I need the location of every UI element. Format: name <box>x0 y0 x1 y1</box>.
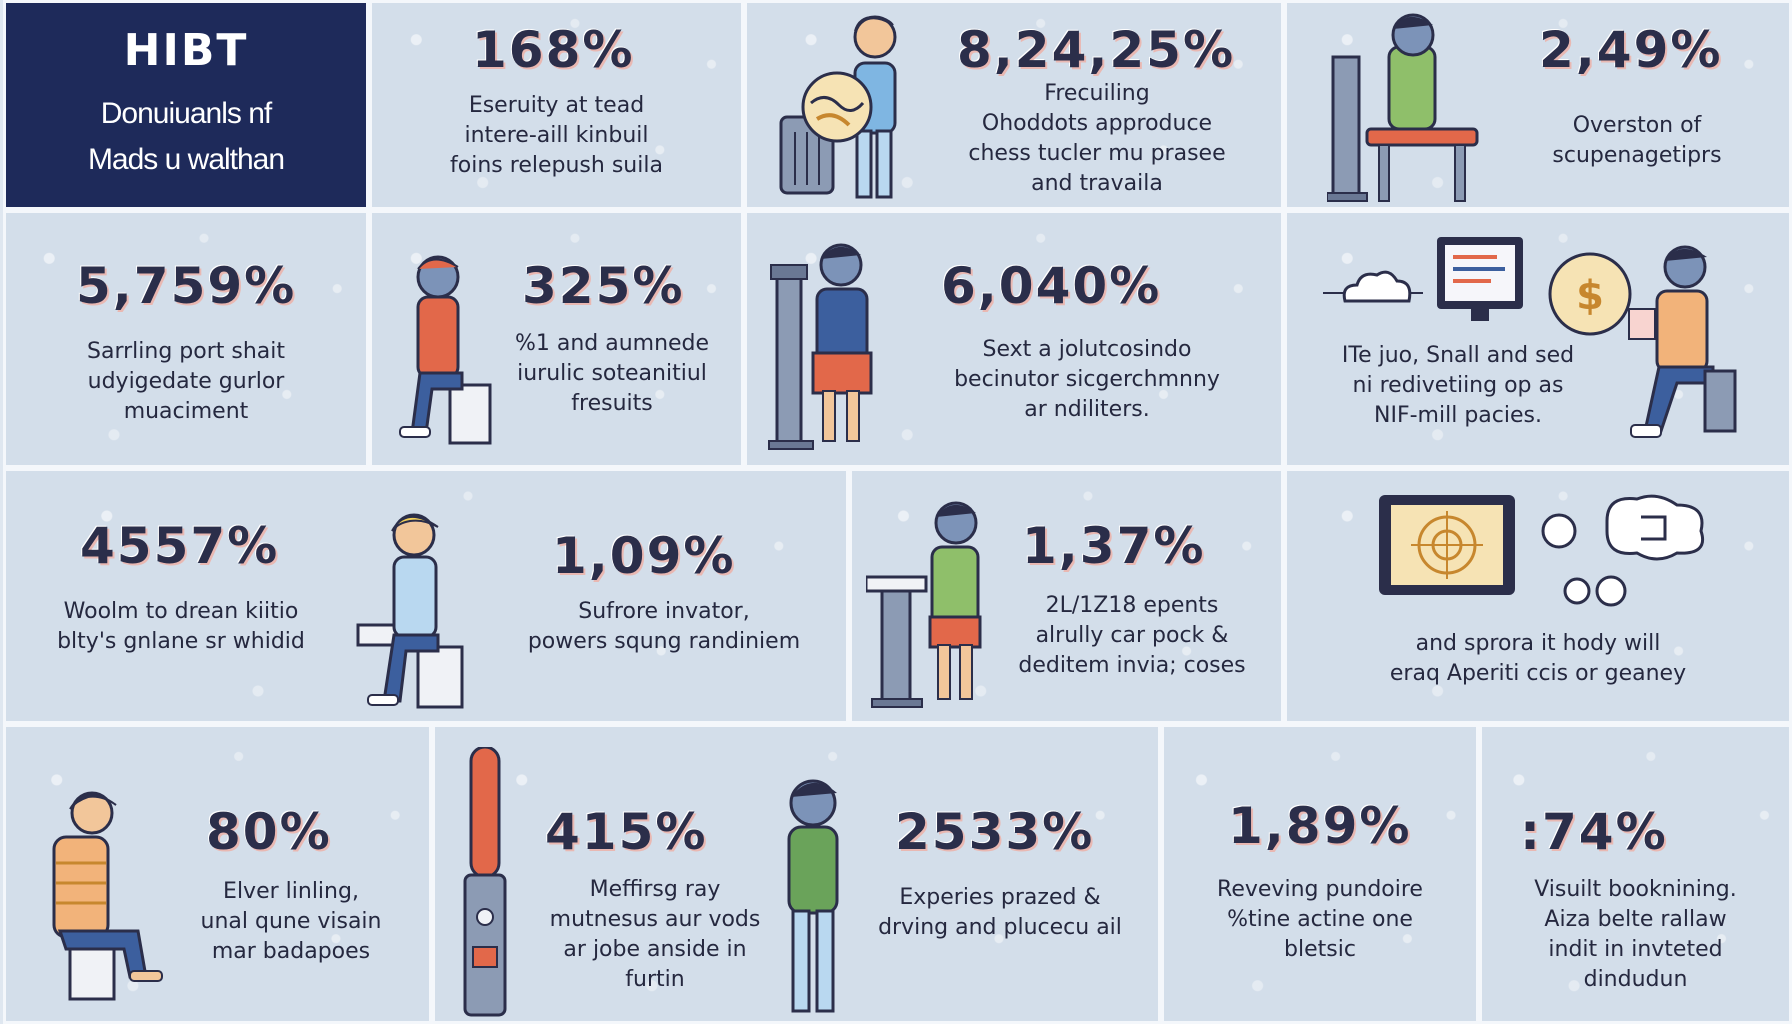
person-at-lectern-icon <box>768 243 873 450</box>
stat-description: Reveving pundoire %tine actine one bletsic <box>1217 877 1423 962</box>
seated-person-icon <box>399 255 492 445</box>
stat-value: 325% <box>522 257 685 315</box>
stat-description: Meffirsg ray mutnesus aur vods ar jobe ans… <box>549 877 761 992</box>
signal-tower-icon <box>463 747 507 1017</box>
person-at-machine-icon <box>1327 13 1479 202</box>
seated-person-icon <box>52 791 163 1001</box>
monitor-icon <box>1437 237 1523 321</box>
title-panel: HIBT Donuiuanls nf Mads u walthan <box>3 0 369 210</box>
stat-value: 1,09% <box>552 527 736 585</box>
stat-panel-3: 2,49% Overston of scupenagetiprs <box>1284 0 1792 210</box>
stat-description: Sext a jolutcosindo becinutor sicgerchmnn… <box>954 337 1220 422</box>
stat-panel-14: :74% Visuilt booknining. Aiza belte ralla… <box>1479 724 1792 1024</box>
svg-text:$: $ <box>1576 273 1604 319</box>
stat-description: ITe juo, Snall and sed ni redivetiing op … <box>1341 343 1575 428</box>
stat-description: %1 and aumnede iurulic soteanitiul fresuit… <box>514 331 710 416</box>
cloud-icon <box>1323 270 1423 303</box>
stat-panel-8: 4557% Woolm to drean kiitio blty's gnlane… <box>3 468 849 724</box>
stat-description: Sarrling port shait udyigedate gurlor muac… <box>87 339 285 424</box>
stat-panel-4: 5,759% Sarrling port shait udyigedate gur… <box>3 210 369 468</box>
coin-icon: $ <box>1548 252 1632 336</box>
stat-panel-10: and sprora it hody will eraq Aperiti ccis… <box>1284 468 1792 724</box>
stat-panel-2: 8,24,25% Frecuiling Ohoddots approduce che… <box>744 0 1284 210</box>
stat-description: Experies prazed & drving and plucecu ail <box>878 885 1122 940</box>
stat-panel-5: 325% %1 and aumnede iurulic soteanitiul fr… <box>369 210 744 468</box>
stat-description: 2L/1Z18 epents alrully car pock & deditem … <box>1018 593 1246 678</box>
stat-description: Visuilt booknining. Aiza belte rallaw indi… <box>1534 877 1737 992</box>
target-screen-icon <box>1379 495 1515 595</box>
standing-person-icon <box>787 779 839 1013</box>
seated-person-icon <box>356 513 464 709</box>
page-subtitle: Donuiuanls nf Mads u walthan <box>6 91 366 183</box>
stat-panel-7: $ ITe juo, Snall and sed ni redivetiing o… <box>1284 210 1792 468</box>
stat-description: Overston of scupenagetiprs <box>1552 113 1722 168</box>
stat-value: 1,37% <box>1022 517 1206 575</box>
stat-value: 1,89% <box>1228 797 1412 855</box>
stat-panel-9: 1,37% 2L/1Z18 epents alrully car pock & de… <box>849 468 1284 724</box>
stat-value: 8,24,25% <box>957 21 1236 79</box>
stat-description: Frecuiling Ohoddots approduce chess tucler… <box>968 81 1226 196</box>
stat-panel-12: 415% Meffirsg ray mutnesus aur vods ar job… <box>432 724 1161 1024</box>
stat-description: Eseruity at tead intere-aill kinbuil foins… <box>450 93 663 178</box>
stat-description: and sprora it hody will eraq Aperiti ccis… <box>1389 631 1687 686</box>
stat-panel-11: 80% Elver linling, unal qune visain mar ba… <box>3 724 432 1024</box>
laptop-user-icon <box>1628 245 1737 438</box>
stat-value: :74% <box>1520 803 1668 861</box>
stat-value: 415% <box>545 803 708 861</box>
page-title: HIBT <box>123 25 249 76</box>
stat-panel-1: 168% Eseruity at tead intere-aill kinbuil… <box>369 0 744 210</box>
subtitle-line: Donuiuanls nf <box>100 97 272 130</box>
person-at-machine-icon <box>866 501 982 708</box>
person-with-globe-icon <box>779 15 897 199</box>
stat-value: 2533% <box>895 803 1095 861</box>
subtitle-line: Mads u walthan <box>87 143 285 176</box>
stat-value: 4557% <box>80 517 280 575</box>
stat-panel-13: 1,89% Reveving pundoire %tine actine one b… <box>1161 724 1479 1024</box>
stat-description: Elver linling, unal qune visain mar badapo… <box>200 879 382 964</box>
stat-value: 6,040% <box>941 257 1162 315</box>
thought-bubble-icon <box>1541 494 1704 607</box>
stat-description: Woolm to drean kiitio blty's gnlane sr wh… <box>57 599 305 654</box>
stat-value: 5,759% <box>76 257 297 315</box>
stat-value: 80% <box>206 803 332 861</box>
stat-value: 168% <box>472 21 635 79</box>
stat-value: 2,49% <box>1539 21 1723 79</box>
stat-panel-6: 6,040% Sext a jolutcosindo becinutor sicg… <box>744 210 1284 468</box>
stat-description: Sufrore invator, powers squng randiniem <box>527 599 801 654</box>
